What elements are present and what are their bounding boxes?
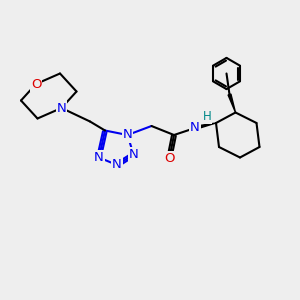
Text: O: O: [164, 152, 175, 166]
Text: N: N: [94, 151, 104, 164]
Text: N: N: [112, 158, 122, 172]
Text: N: N: [123, 128, 132, 142]
Polygon shape: [228, 94, 236, 112]
Polygon shape: [196, 123, 216, 129]
Text: O: O: [31, 77, 41, 91]
Text: N: N: [57, 101, 66, 115]
Text: H: H: [202, 110, 211, 124]
Text: N: N: [129, 148, 138, 161]
Text: N: N: [190, 121, 200, 134]
